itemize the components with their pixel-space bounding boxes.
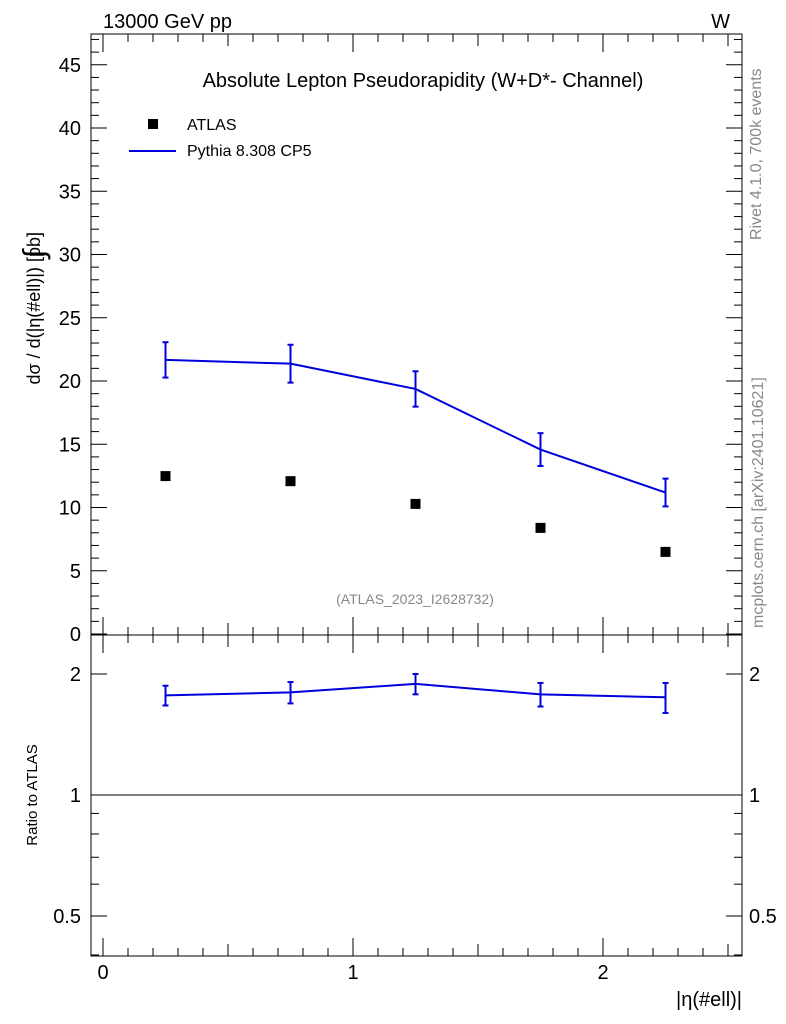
main-y-tick-label: 15 [59,434,81,456]
header-right: W [711,11,730,33]
axis-ticks [91,34,742,956]
main-y-tick-label: 35 [59,181,81,203]
chart-title: Absolute Lepton Pseudorapidity (W+D*- Ch… [203,70,644,92]
header-left: 13000 GeV pp [103,11,232,33]
x-axis-label: |η(#ell)| [676,989,742,1011]
side-text-mcplots: mcplots.cern.ch [arXiv:2401.10621] [750,377,767,628]
analysis-watermark: (ATLAS_2023_I2628732) [336,591,494,607]
atlas-data-point [410,498,421,509]
ratio-y-tick-label-left: 1 [70,785,81,807]
ratio-x-tick-label: 2 [597,962,608,984]
main-y-tick-label: 20 [59,371,81,393]
main-y-tick-label: 25 [59,308,81,330]
side-text-rivet: Rivet 4.1.0, 700k events [748,68,765,240]
main-y-tick-label: 5 [70,561,81,583]
ratio-y-axis-label: Ratio to ATLAS [24,744,41,845]
main-y-tick-label: 40 [59,118,81,140]
ratio-y-tick-label-right: 2 [749,664,760,686]
chart-marks [91,341,742,796]
ratio-y-tick-label-right: 1 [749,785,760,807]
atlas-data-point [285,476,296,487]
ratio-y-tick-label-left: 0.5 [53,906,81,928]
y-axis-label: dσ / d(|η(#ell)|) [pb] [24,232,44,385]
atlas-data-point [535,522,546,533]
legend-atlas-label: ATLAS [187,117,237,134]
legend-atlas-marker [148,119,158,129]
ratio-y-tick-label-right: 0.5 [749,906,777,928]
main-y-tick-label: 30 [59,245,81,267]
atlas-data-point [160,471,171,482]
ratio-y-tick-label-left: 2 [70,664,81,686]
main-y-tick-label: 45 [59,55,81,77]
ratio-x-tick-label: 0 [97,962,108,984]
legend-pythia-label: Pythia 8.308 CP5 [187,143,312,160]
atlas-data-point [660,546,671,557]
main-y-tick-label: 0 [70,624,81,646]
ratio-x-tick-label: 1 [347,962,358,984]
axis-tick-labels: 0 5 10 15 20 25 30 35 40 45 0 1 2 0.5 0.5 1 1 2 2 [53,55,777,984]
y-axis-integral-symbol: ∫ [18,248,51,260]
main-y-tick-label: 10 [59,498,81,520]
